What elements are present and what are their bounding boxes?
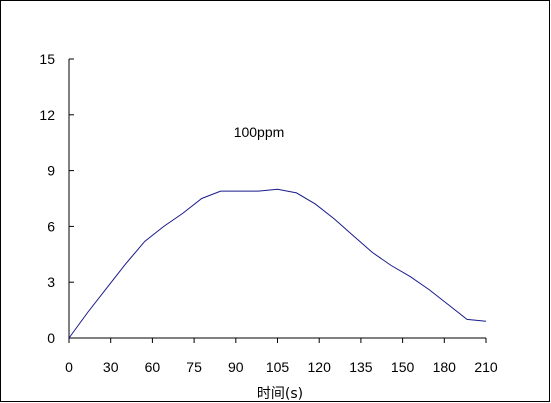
x-tick-label: 180: [433, 359, 457, 375]
y-tick-label: 9: [47, 163, 55, 179]
y-tick-label: 12: [39, 107, 55, 123]
x-tick-label: 135: [349, 359, 373, 375]
x-tick-label: 120: [308, 359, 332, 375]
x-tick-label: 0: [65, 359, 73, 375]
x-axis-label: 时间(s): [257, 386, 303, 402]
y-tick-label: 6: [47, 218, 55, 234]
x-tick-label: 90: [228, 359, 244, 375]
x-tick-label: 60: [145, 359, 161, 375]
x-tick-label: 150: [391, 359, 415, 375]
x-tick-label: 105: [266, 359, 290, 375]
x-tick-label: 75: [186, 359, 202, 375]
x-tick-label: 210: [474, 359, 498, 375]
annotation-100ppm: 100ppm: [234, 124, 285, 140]
y-tick-label: 0: [47, 330, 55, 346]
y-tick-label: 15: [39, 51, 55, 67]
series-line: [68, 188, 487, 339]
x-tick-label: 30: [103, 359, 119, 375]
y-tick-label: 3: [47, 274, 55, 290]
